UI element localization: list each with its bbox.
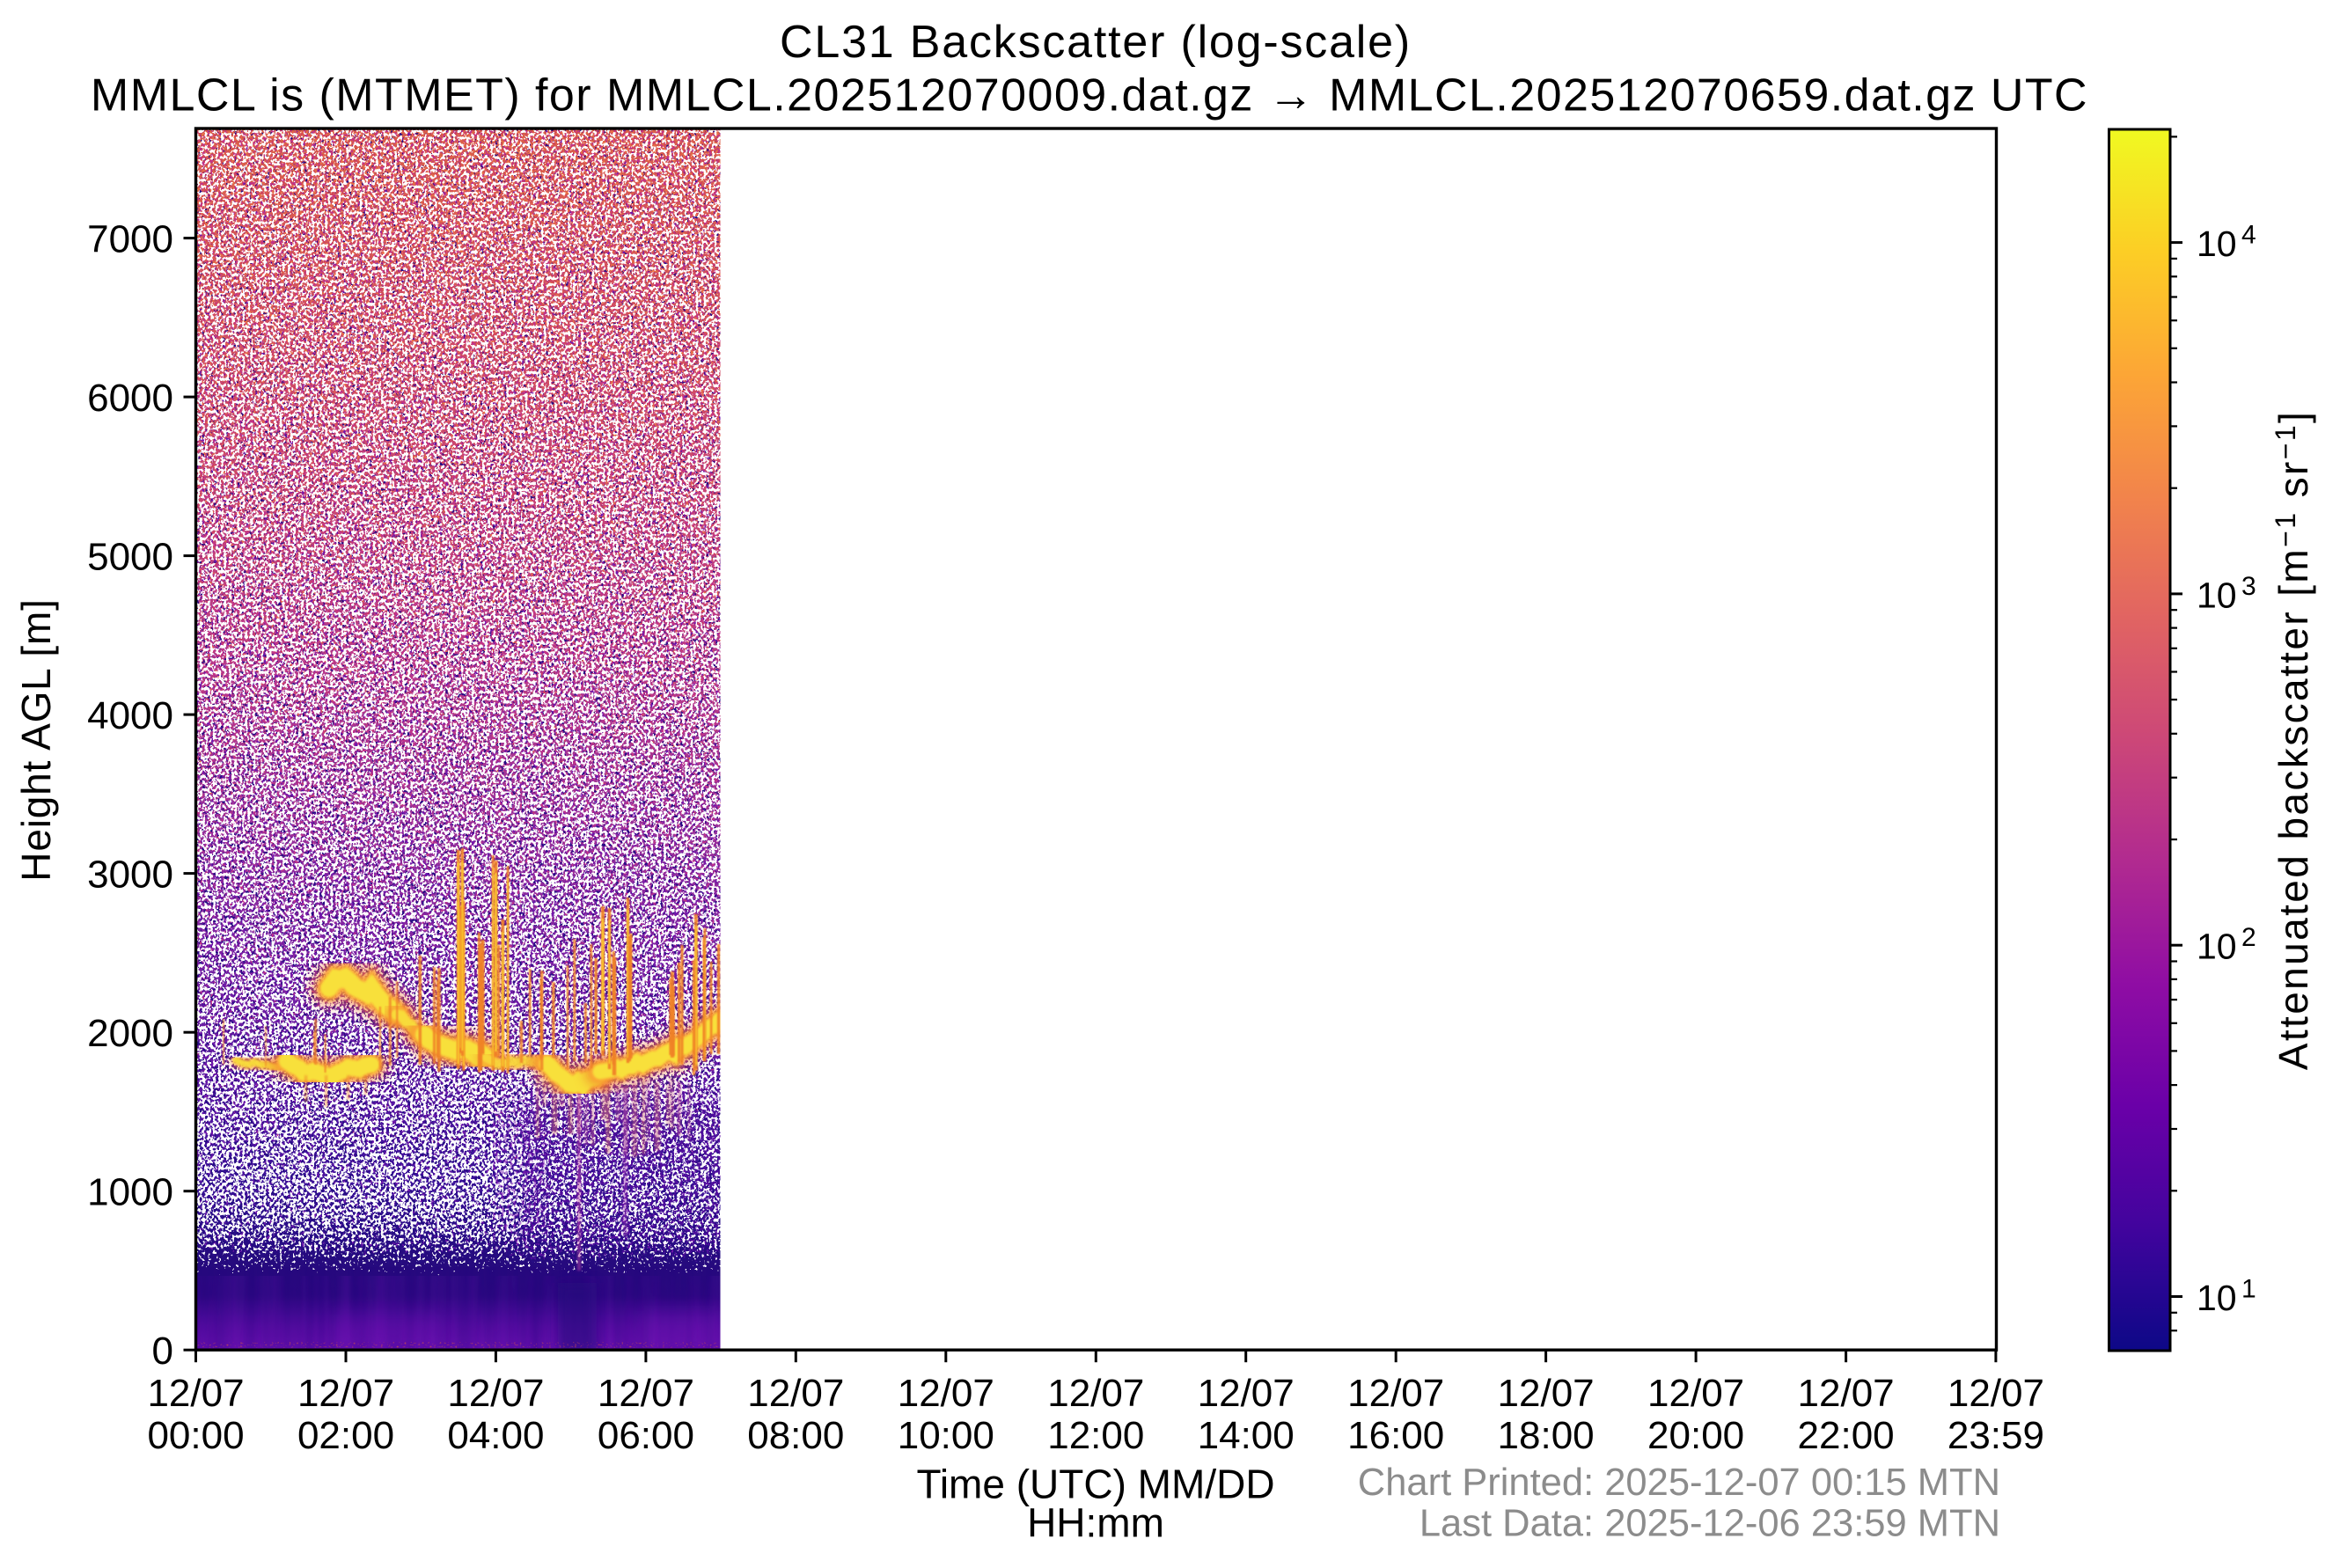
svg-text:10: 10: [2197, 223, 2237, 264]
svg-text:MMLCL is (MTMET) for MMLCL.202: MMLCL is (MTMET) for MMLCL.202512070009.…: [91, 70, 2088, 121]
svg-text:3: 3: [2241, 572, 2256, 601]
svg-text:04:00: 04:00: [447, 1414, 544, 1457]
svg-text:4000: 4000: [87, 694, 173, 737]
svg-text:10:00: 10:00: [898, 1414, 994, 1457]
svg-text:10: 10: [2197, 575, 2237, 615]
svg-text:12/07: 12/07: [1647, 1372, 1744, 1415]
svg-text:12/07: 12/07: [1798, 1372, 1895, 1415]
svg-text:Last Data: 2025-12-06 23:59 MT: Last Data: 2025-12-06 23:59 MTN: [1419, 1503, 2000, 1545]
svg-text:16:00: 16:00: [1347, 1414, 1444, 1457]
svg-text:10: 10: [2197, 927, 2237, 967]
svg-text:12/07: 12/07: [1347, 1372, 1444, 1415]
svg-text:18:00: 18:00: [1498, 1414, 1595, 1457]
svg-text:22:00: 22:00: [1798, 1414, 1895, 1457]
svg-text:Chart Printed: 2025-12-07 00:1: Chart Printed: 2025-12-07 00:15 MTN: [1358, 1462, 2000, 1504]
svg-text:CL31 Backscatter (log-scale): CL31 Backscatter (log-scale): [780, 17, 1412, 68]
svg-text:10: 10: [2197, 1278, 2237, 1318]
svg-text:08:00: 08:00: [747, 1414, 844, 1457]
svg-text:2000: 2000: [87, 1012, 173, 1055]
svg-text:12/07: 12/07: [1198, 1372, 1295, 1415]
svg-text:0: 0: [152, 1330, 173, 1373]
svg-text:Attenuated backscatter [m−1 sr: Attenuated backscatter [m−1 sr−1]: [2270, 410, 2316, 1070]
svg-text:5000: 5000: [87, 536, 173, 579]
svg-text:Height AGL [m]: Height AGL [m]: [13, 598, 59, 881]
svg-text:12/07: 12/07: [297, 1372, 394, 1415]
svg-text:12/07: 12/07: [1948, 1372, 2044, 1415]
svg-text:Time (UTC) MM/DD: Time (UTC) MM/DD: [916, 1462, 1274, 1507]
svg-text:12/07: 12/07: [1047, 1372, 1144, 1415]
svg-text:02:00: 02:00: [297, 1414, 394, 1457]
svg-text:6000: 6000: [87, 377, 173, 420]
svg-text:12/07: 12/07: [447, 1372, 544, 1415]
svg-text:12/07: 12/07: [898, 1372, 994, 1415]
svg-text:20:00: 20:00: [1647, 1414, 1744, 1457]
svg-text:7000: 7000: [87, 218, 173, 261]
svg-text:23:59: 23:59: [1948, 1414, 2044, 1457]
svg-text:12:00: 12:00: [1047, 1414, 1144, 1457]
svg-text:00:00: 00:00: [147, 1414, 244, 1457]
svg-text:06:00: 06:00: [598, 1414, 694, 1457]
svg-text:12/07: 12/07: [598, 1372, 694, 1415]
svg-text:HH:mm: HH:mm: [1027, 1500, 1164, 1546]
svg-text:1: 1: [2241, 1275, 2256, 1304]
svg-text:4: 4: [2241, 221, 2256, 250]
svg-text:12/07: 12/07: [1498, 1372, 1595, 1415]
svg-text:3000: 3000: [87, 854, 173, 897]
svg-text:12/07: 12/07: [147, 1372, 244, 1415]
svg-text:2: 2: [2241, 923, 2256, 952]
svg-text:14:00: 14:00: [1198, 1414, 1295, 1457]
svg-text:1000: 1000: [87, 1171, 173, 1214]
svg-text:12/07: 12/07: [747, 1372, 844, 1415]
